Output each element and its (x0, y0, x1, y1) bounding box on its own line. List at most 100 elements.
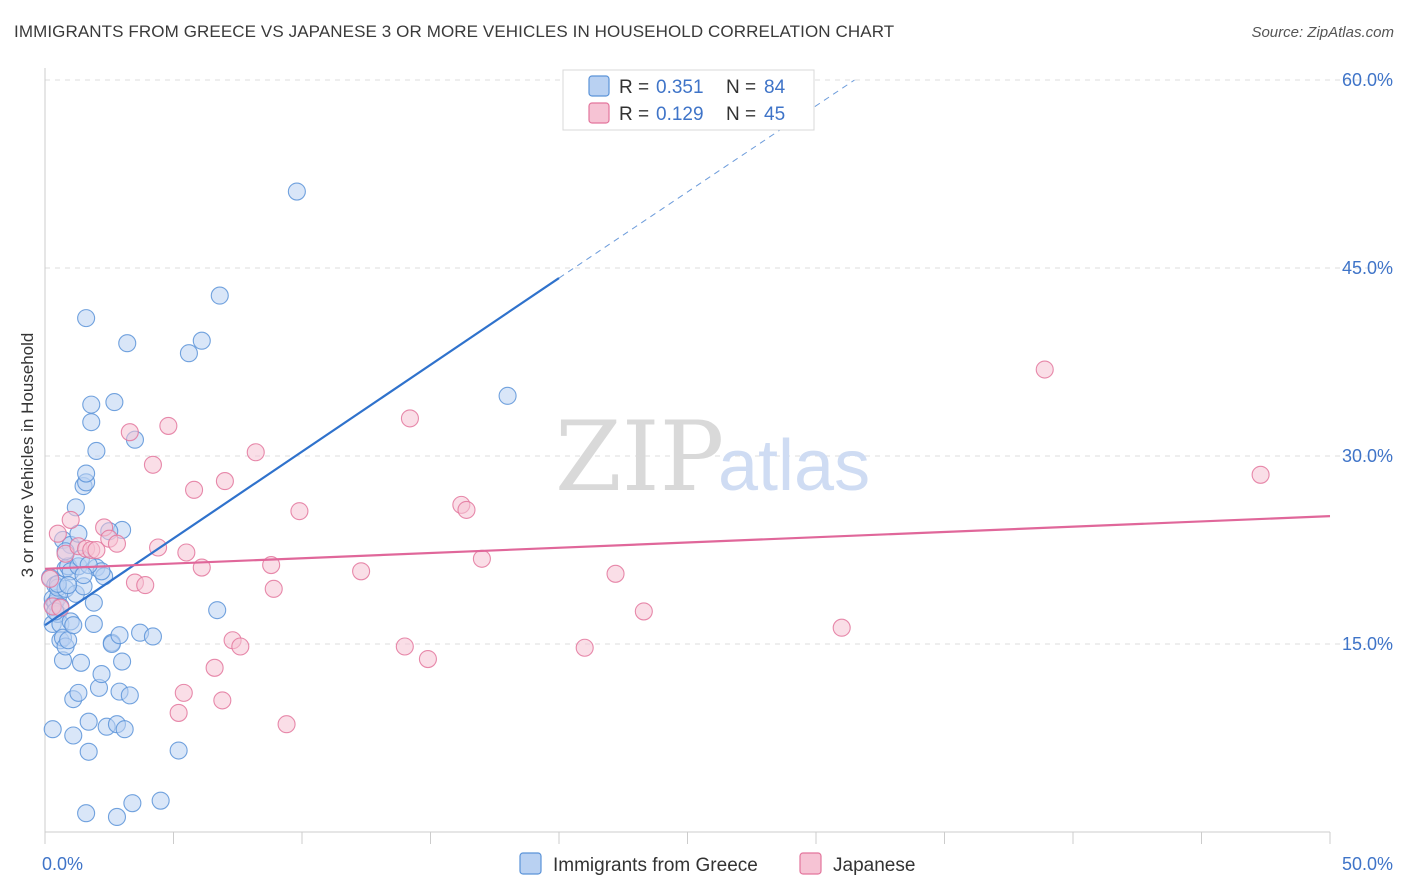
japanese-point-20 (174, 683, 193, 702)
japanese-point-34 (352, 562, 371, 581)
greece-point-62 (143, 627, 162, 646)
legend-r-label-2: R = (619, 104, 649, 125)
japanese-point-21 (177, 543, 196, 562)
legend-n-label-1: N = (726, 77, 756, 98)
legend-n-value-2: 45 (764, 104, 785, 125)
greece-point-58 (120, 686, 139, 705)
japanese-point-43 (634, 602, 653, 621)
greece-point-41 (84, 614, 103, 633)
greece-point-40 (84, 593, 103, 612)
greece-point-63 (151, 791, 170, 810)
greece-point-36 (79, 742, 98, 761)
greece-point-29 (69, 683, 88, 702)
greece-point-69 (287, 182, 306, 201)
greece-point-66 (192, 331, 211, 350)
y-tick-label-0: 15.0% (1342, 634, 1393, 654)
japanese-point-26 (215, 472, 234, 491)
japanese-point-22 (185, 480, 204, 499)
greece-point-34 (77, 464, 96, 483)
greece-point-56 (115, 720, 134, 739)
legend-n-value-1: 84 (764, 77, 786, 98)
japanese-point-35 (395, 637, 414, 656)
greece-point-35 (77, 309, 96, 328)
greece-point-74 (59, 576, 78, 595)
japanese-point-29 (246, 443, 265, 462)
greece-point-68 (210, 286, 229, 305)
japanese-point-32 (277, 715, 296, 734)
y-tick-label-1: 30.0% (1342, 446, 1393, 466)
greece-point-55 (113, 652, 132, 671)
legend: R = 0.351 N = 84 R = 0.129 N = 45 (562, 69, 815, 131)
bottom-legend: Immigrants from Greece Japanese (519, 852, 915, 876)
japanese-point-42 (606, 564, 625, 583)
japanese-point-19 (169, 703, 188, 722)
greece-point-64 (169, 741, 188, 760)
greece-point-65 (179, 344, 198, 363)
japanese-point-40 (472, 549, 491, 568)
greece-point-19 (59, 631, 78, 650)
japanese-point-24 (205, 658, 224, 677)
greece-point-45 (92, 665, 111, 684)
japanese-point-36 (400, 409, 419, 428)
greece-point-71 (77, 804, 96, 823)
greece-point-72 (107, 807, 127, 827)
greece-point-38 (82, 395, 101, 414)
japanese-point-15 (136, 576, 155, 595)
japanese-point-39 (457, 500, 476, 519)
greece-point-57 (118, 334, 137, 353)
data-points (41, 182, 1270, 827)
chart-title: IMMIGRANTS FROM GREECE VS JAPANESE 3 OR … (14, 22, 895, 41)
greece-trend-line (44, 277, 560, 627)
greece-point-42 (87, 441, 106, 461)
japanese-point-13 (120, 423, 139, 442)
japanese-point-28 (231, 637, 250, 656)
greece-point-50 (105, 393, 124, 412)
japanese-point-9 (87, 540, 106, 560)
japanese-point-16 (143, 455, 162, 474)
japanese-point-18 (159, 416, 178, 435)
greece-point-59 (123, 794, 142, 813)
japanese-point-12 (107, 534, 127, 553)
grid-lines (45, 79, 1395, 645)
legend-swatch-blue (588, 75, 610, 97)
x-tick-label-min: 0.0% (42, 854, 83, 874)
greece-point-23 (64, 726, 83, 745)
greece-point-52 (110, 626, 129, 645)
japanese-point-37 (418, 649, 437, 669)
source-label: Source: ZipAtlas.com (1251, 24, 1394, 41)
bottom-legend-label-1: Immigrants from Greece (553, 855, 758, 876)
tick-labels: 15.0% 30.0% 45.0% 60.0% 0.0% 50.0% (42, 70, 1393, 874)
greece-point-37 (79, 712, 98, 731)
y-tick-label-2: 45.0% (1342, 258, 1393, 278)
axes (44, 68, 1331, 844)
greece-point-83 (74, 566, 93, 585)
japanese-point-33 (290, 502, 309, 521)
bottom-legend-swatch-pink (799, 852, 822, 875)
legend-swatch-pink (588, 102, 610, 124)
legend-r-value-1: 0.351 (656, 77, 704, 98)
greece-point-70 (498, 386, 517, 405)
legend-r-label-1: R = (619, 77, 649, 98)
bottom-legend-label-2: Japanese (833, 855, 915, 876)
japanese-point-41 (575, 638, 594, 657)
greece-trend-extension (558, 79, 855, 279)
legend-n-label-2: N = (726, 104, 756, 125)
greece-point-30 (71, 653, 91, 672)
greece-point-67 (208, 601, 227, 620)
japanese-point-2 (48, 524, 67, 543)
trend-lines (44, 79, 1331, 627)
greece-point-3 (43, 720, 62, 739)
legend-r-value-2: 0.129 (656, 104, 704, 125)
japanese-point-44 (832, 618, 851, 637)
japanese-point-46 (1251, 465, 1270, 484)
x-tick-label-max: 50.0% (1342, 854, 1393, 874)
greece-point-39 (82, 413, 101, 432)
y-tick-label-3: 60.0% (1342, 70, 1393, 90)
japanese-point-0 (41, 569, 60, 588)
japanese-point-45 (1035, 360, 1054, 379)
japanese-point-5 (61, 510, 80, 529)
watermark-atlas: atlas (718, 426, 870, 506)
japanese-trend-line (44, 515, 1331, 570)
japanese-point-25 (213, 691, 232, 710)
